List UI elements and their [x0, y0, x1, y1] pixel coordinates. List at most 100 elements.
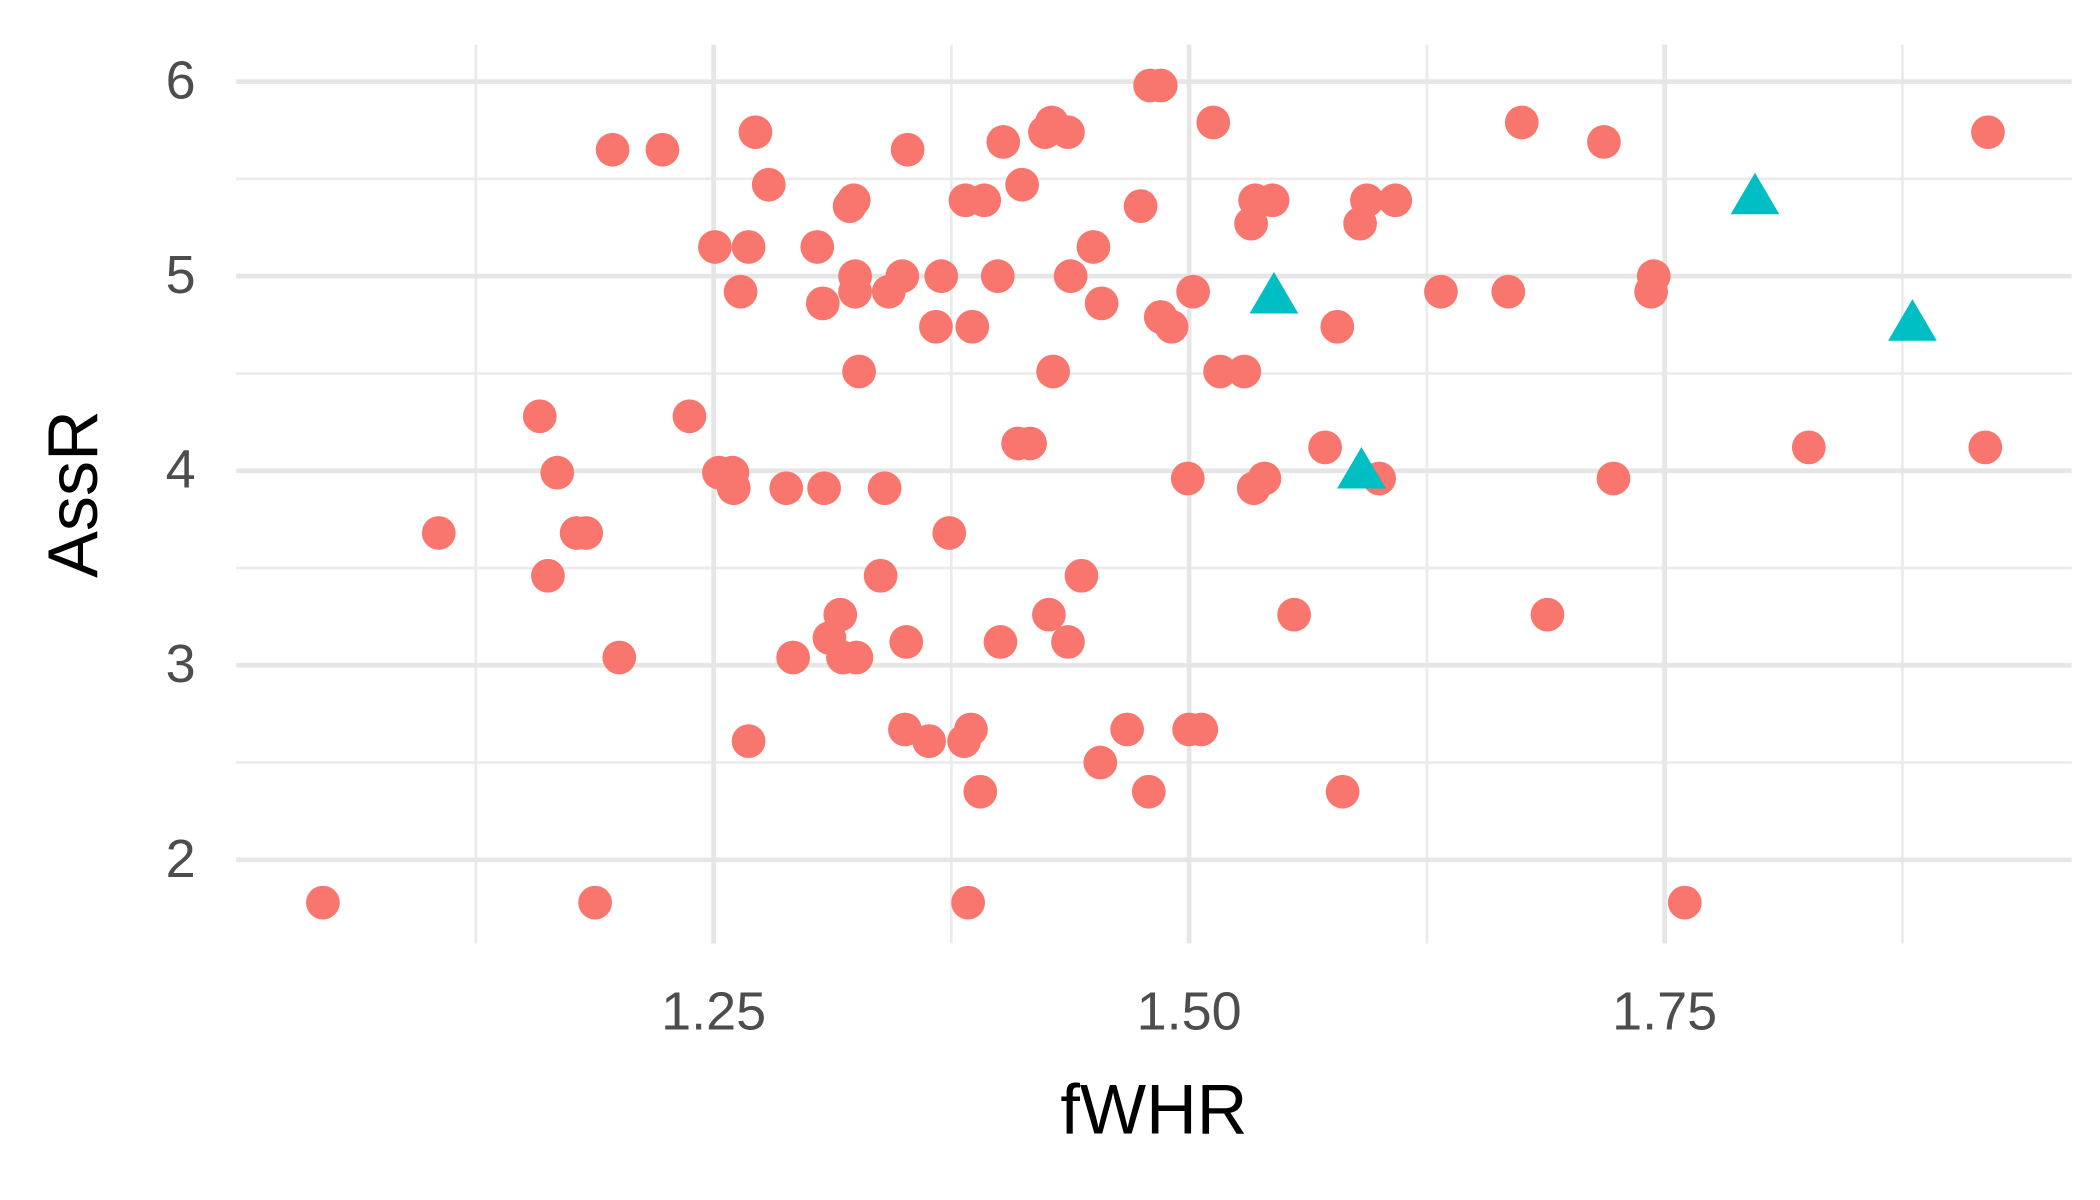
point [980, 259, 1015, 294]
point [1143, 68, 1178, 103]
point [983, 625, 1018, 659]
point [769, 471, 804, 506]
point [1051, 115, 1085, 150]
point [1170, 461, 1205, 496]
point [723, 274, 758, 309]
point [800, 230, 835, 264]
point [967, 183, 1002, 218]
y-tick-label: 3 [166, 634, 196, 694]
point [805, 286, 840, 321]
point [1203, 354, 1237, 389]
y-tick-label: 5 [166, 245, 196, 305]
point [1530, 597, 1565, 632]
point [1036, 354, 1070, 389]
point [731, 724, 766, 759]
point [1320, 309, 1355, 344]
point [1064, 558, 1099, 593]
point [1051, 625, 1085, 659]
point [839, 640, 874, 675]
point [1730, 172, 1780, 215]
point [776, 640, 810, 675]
point [867, 471, 902, 506]
x-tick-label: 1.50 [1137, 981, 1242, 1041]
point [1667, 885, 1702, 920]
point [1247, 461, 1282, 496]
point [924, 259, 959, 294]
point [1249, 271, 1299, 314]
point [1076, 230, 1111, 264]
point [1013, 426, 1047, 461]
point [1176, 274, 1210, 309]
x-tick-label: 1.25 [661, 981, 766, 1041]
point [912, 724, 946, 759]
point [672, 399, 707, 434]
point [955, 309, 990, 344]
point [885, 259, 920, 294]
point [890, 132, 925, 167]
point [698, 230, 732, 264]
point [1587, 125, 1621, 159]
point [889, 625, 924, 659]
point [1636, 259, 1671, 294]
y-tick-label: 6 [166, 51, 196, 111]
point [836, 183, 871, 218]
point [1491, 274, 1526, 309]
point [919, 309, 953, 344]
point [954, 712, 988, 747]
point [1032, 597, 1066, 632]
point [1196, 105, 1231, 140]
point [1255, 183, 1290, 218]
point [1888, 299, 1937, 341]
point [531, 558, 565, 593]
point [932, 516, 967, 550]
point [963, 774, 998, 809]
point [951, 885, 985, 920]
point [1325, 774, 1360, 809]
point [863, 558, 898, 593]
point [1123, 189, 1158, 223]
point [1005, 167, 1039, 202]
point [807, 471, 841, 506]
point [595, 132, 630, 167]
point [1424, 274, 1458, 309]
point [731, 230, 766, 264]
point [1378, 183, 1413, 218]
point [1110, 712, 1144, 747]
point [602, 640, 637, 675]
point [1350, 183, 1384, 218]
point [1277, 597, 1311, 632]
point [1084, 286, 1119, 321]
point [838, 274, 872, 309]
point [569, 516, 604, 550]
x-tick-label: 1.75 [1612, 981, 1717, 1041]
point [716, 471, 751, 506]
y-axis-title: AssR [33, 410, 112, 578]
point [1971, 115, 2005, 150]
point [578, 885, 612, 920]
point [1968, 430, 2003, 465]
point [1154, 309, 1189, 344]
point [522, 399, 557, 434]
point [1184, 712, 1219, 747]
point [1504, 105, 1539, 140]
point [823, 597, 858, 632]
point [1337, 447, 1386, 489]
x-axis-title: fWHR [1060, 1069, 1247, 1148]
point [1131, 774, 1166, 809]
point [1083, 745, 1118, 780]
y-tick-label: 2 [166, 829, 196, 889]
point [1308, 430, 1342, 465]
y-tick-label: 4 [166, 440, 196, 500]
point [1596, 461, 1631, 496]
point [421, 516, 456, 550]
point [1227, 354, 1262, 389]
point [986, 125, 1021, 159]
point [540, 455, 575, 490]
point [738, 115, 773, 150]
point [645, 132, 680, 167]
point [842, 354, 876, 389]
point [751, 167, 786, 202]
point [306, 885, 340, 920]
point [1791, 430, 1826, 465]
